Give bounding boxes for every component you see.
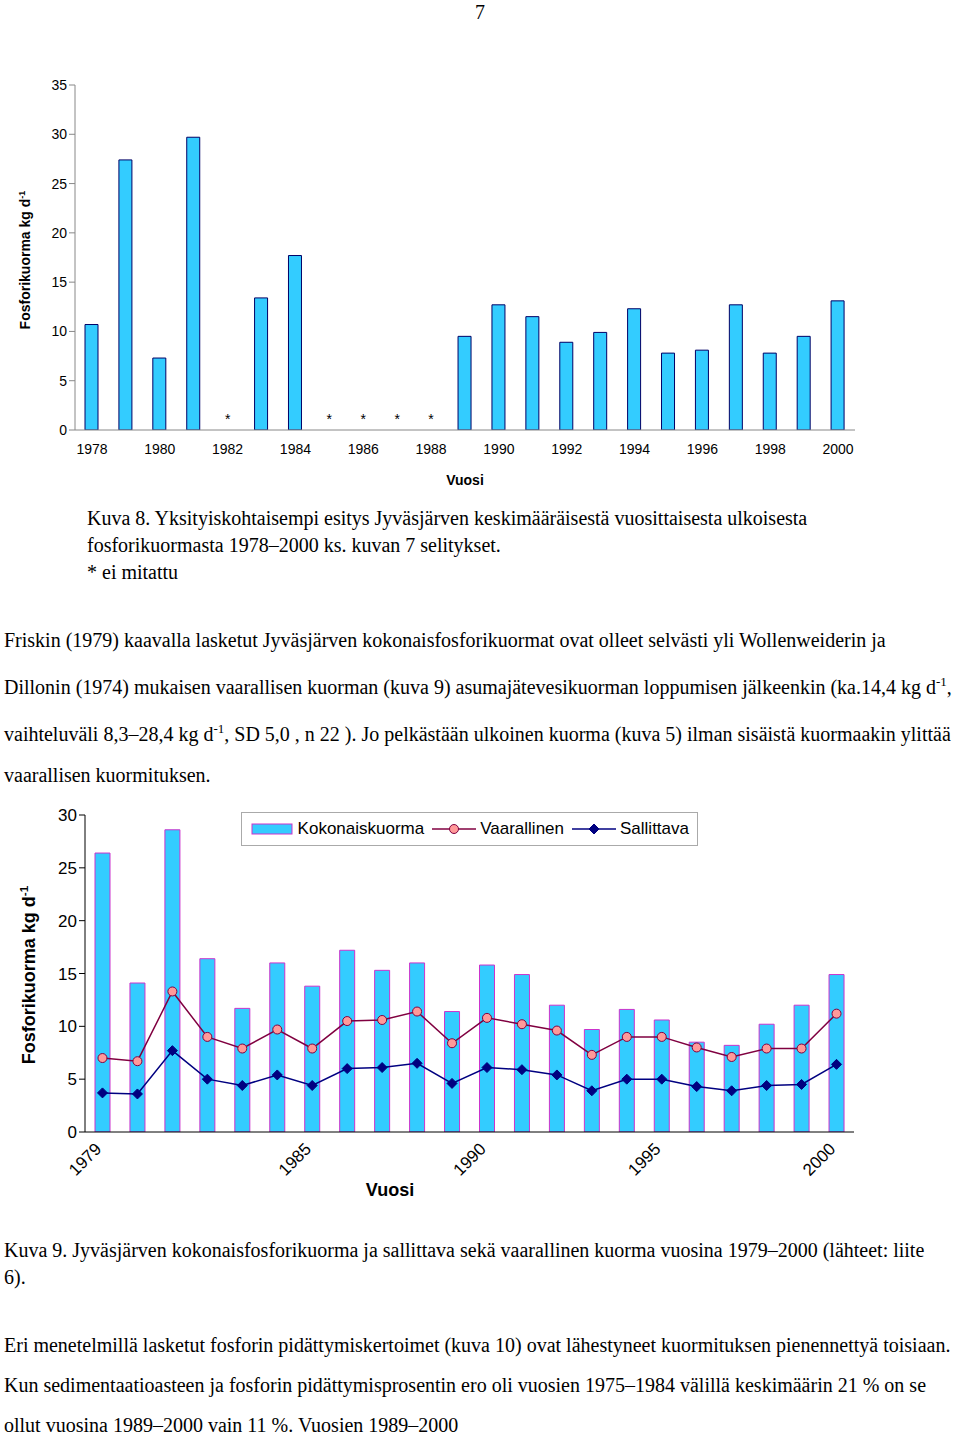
svg-text:30: 30	[58, 806, 77, 825]
html-text:Fosforikuorma kg d: Fosforikuorma kg d	[18, 896, 39, 1065]
svg-text:35: 35	[51, 77, 67, 93]
html-text:Kuva 8. Yksityiskohtaisempi es: Kuva 8. Yksityiskohtaisempi esitys Jyväs…	[87, 507, 808, 556]
html-text:Eri menetelmillä lasketut fosf: Eri menetelmillä lasketut fosforin pidät…	[4, 1334, 951, 1436]
svg-text:1996: 1996	[687, 441, 718, 457]
svg-text:1984: 1984	[280, 441, 311, 457]
svg-text:5: 5	[59, 373, 67, 389]
svg-text:1994: 1994	[619, 441, 650, 457]
html-text:Friskin (1979) kaavalla lasket: Friskin (1979) kaavalla lasketut Jyväsjä…	[4, 629, 952, 787]
svg-text:1986: 1986	[348, 441, 379, 457]
svg-text:10: 10	[58, 1017, 77, 1036]
svg-text:20: 20	[58, 912, 77, 931]
svg-text:1995: 1995	[624, 1139, 664, 1179]
svg-text:*: *	[361, 411, 367, 427]
svg-text:1988: 1988	[416, 441, 447, 457]
svg-text:1990: 1990	[483, 441, 514, 457]
svg-text:1998: 1998	[755, 441, 786, 457]
html-text:Sallittava: Sallittava	[620, 819, 689, 838]
html-text:* ei mitattu: * ei mitattu	[87, 561, 179, 583]
svg-text:5: 5	[68, 1070, 77, 1089]
svg-text:15: 15	[51, 274, 67, 290]
html-text:Vuosi: Vuosi	[365, 1180, 415, 1200]
svg-text:1985: 1985	[275, 1139, 315, 1179]
html-text:Kuva 9. Jyväsjärven kokonaisfo: Kuva 9. Jyväsjärven kokonaisfosforikuorm…	[4, 1239, 925, 1288]
svg-text:*: *	[428, 411, 434, 427]
svg-text:*: *	[225, 411, 231, 427]
html-text:Fosforikuorma kg d: Fosforikuorma kg d	[17, 198, 34, 330]
html-text:-1: -1	[16, 885, 30, 897]
svg-text:30: 30	[51, 126, 67, 142]
svg-text:1979: 1979	[65, 1139, 105, 1179]
html-text:Kokonaiskuorma: Kokonaiskuorma	[297, 819, 425, 838]
svg-text:1992: 1992	[551, 441, 582, 457]
svg-text:10: 10	[51, 323, 67, 339]
svg-text:0: 0	[68, 1123, 77, 1142]
svg-text:*: *	[394, 411, 400, 427]
svg-text:*: *	[327, 411, 333, 427]
svg-text:1982: 1982	[212, 441, 243, 457]
svg-text:0: 0	[59, 422, 67, 438]
svg-text:2000: 2000	[822, 441, 853, 457]
svg-text:25: 25	[58, 859, 77, 878]
svg-text:25: 25	[51, 176, 67, 192]
svg-text:1980: 1980	[144, 441, 175, 457]
svg-text:1990: 1990	[450, 1139, 490, 1179]
svg-text:15: 15	[58, 965, 77, 984]
html-text:Vaarallinen: Vaarallinen	[480, 819, 564, 838]
html-text:Vuosi: Vuosi	[446, 472, 484, 488]
svg-text:1978: 1978	[76, 441, 107, 457]
html-text:7: 7	[475, 1, 485, 23]
svg-text:20: 20	[51, 225, 67, 241]
html-text:-1: -1	[16, 190, 27, 199]
svg-text:2000: 2000	[799, 1139, 839, 1179]
